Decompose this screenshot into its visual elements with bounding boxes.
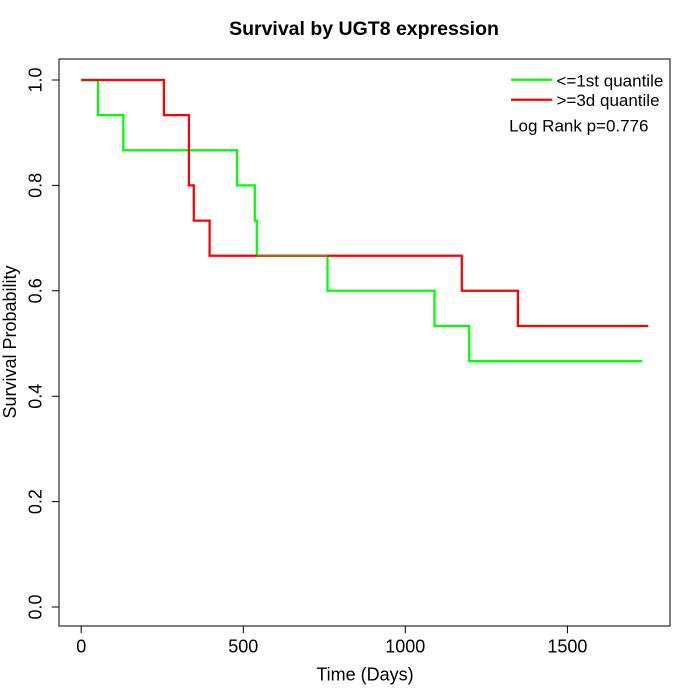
svg-text:1000: 1000 [385, 637, 425, 657]
svg-text:Survival Probability: Survival Probability [0, 265, 20, 418]
svg-text:500: 500 [228, 637, 258, 657]
svg-text:1.0: 1.0 [26, 67, 46, 92]
svg-text:Time (Days): Time (Days) [316, 665, 413, 685]
svg-text:0.0: 0.0 [26, 594, 46, 619]
svg-text:Log Rank p=0.776: Log Rank p=0.776 [509, 116, 648, 135]
svg-text:1500: 1500 [547, 637, 587, 657]
svg-text:0.4: 0.4 [26, 384, 46, 409]
svg-text:0: 0 [76, 637, 86, 657]
svg-text:0.2: 0.2 [26, 489, 46, 514]
svg-text:>=3d quantile: >=3d quantile [557, 91, 660, 110]
svg-text:0.6: 0.6 [26, 278, 46, 303]
svg-text:Survival by UGT8 expression: Survival by UGT8 expression [229, 18, 499, 40]
svg-text:0.8: 0.8 [26, 173, 46, 198]
svg-text:<=1st quantile: <=1st quantile [557, 71, 664, 90]
